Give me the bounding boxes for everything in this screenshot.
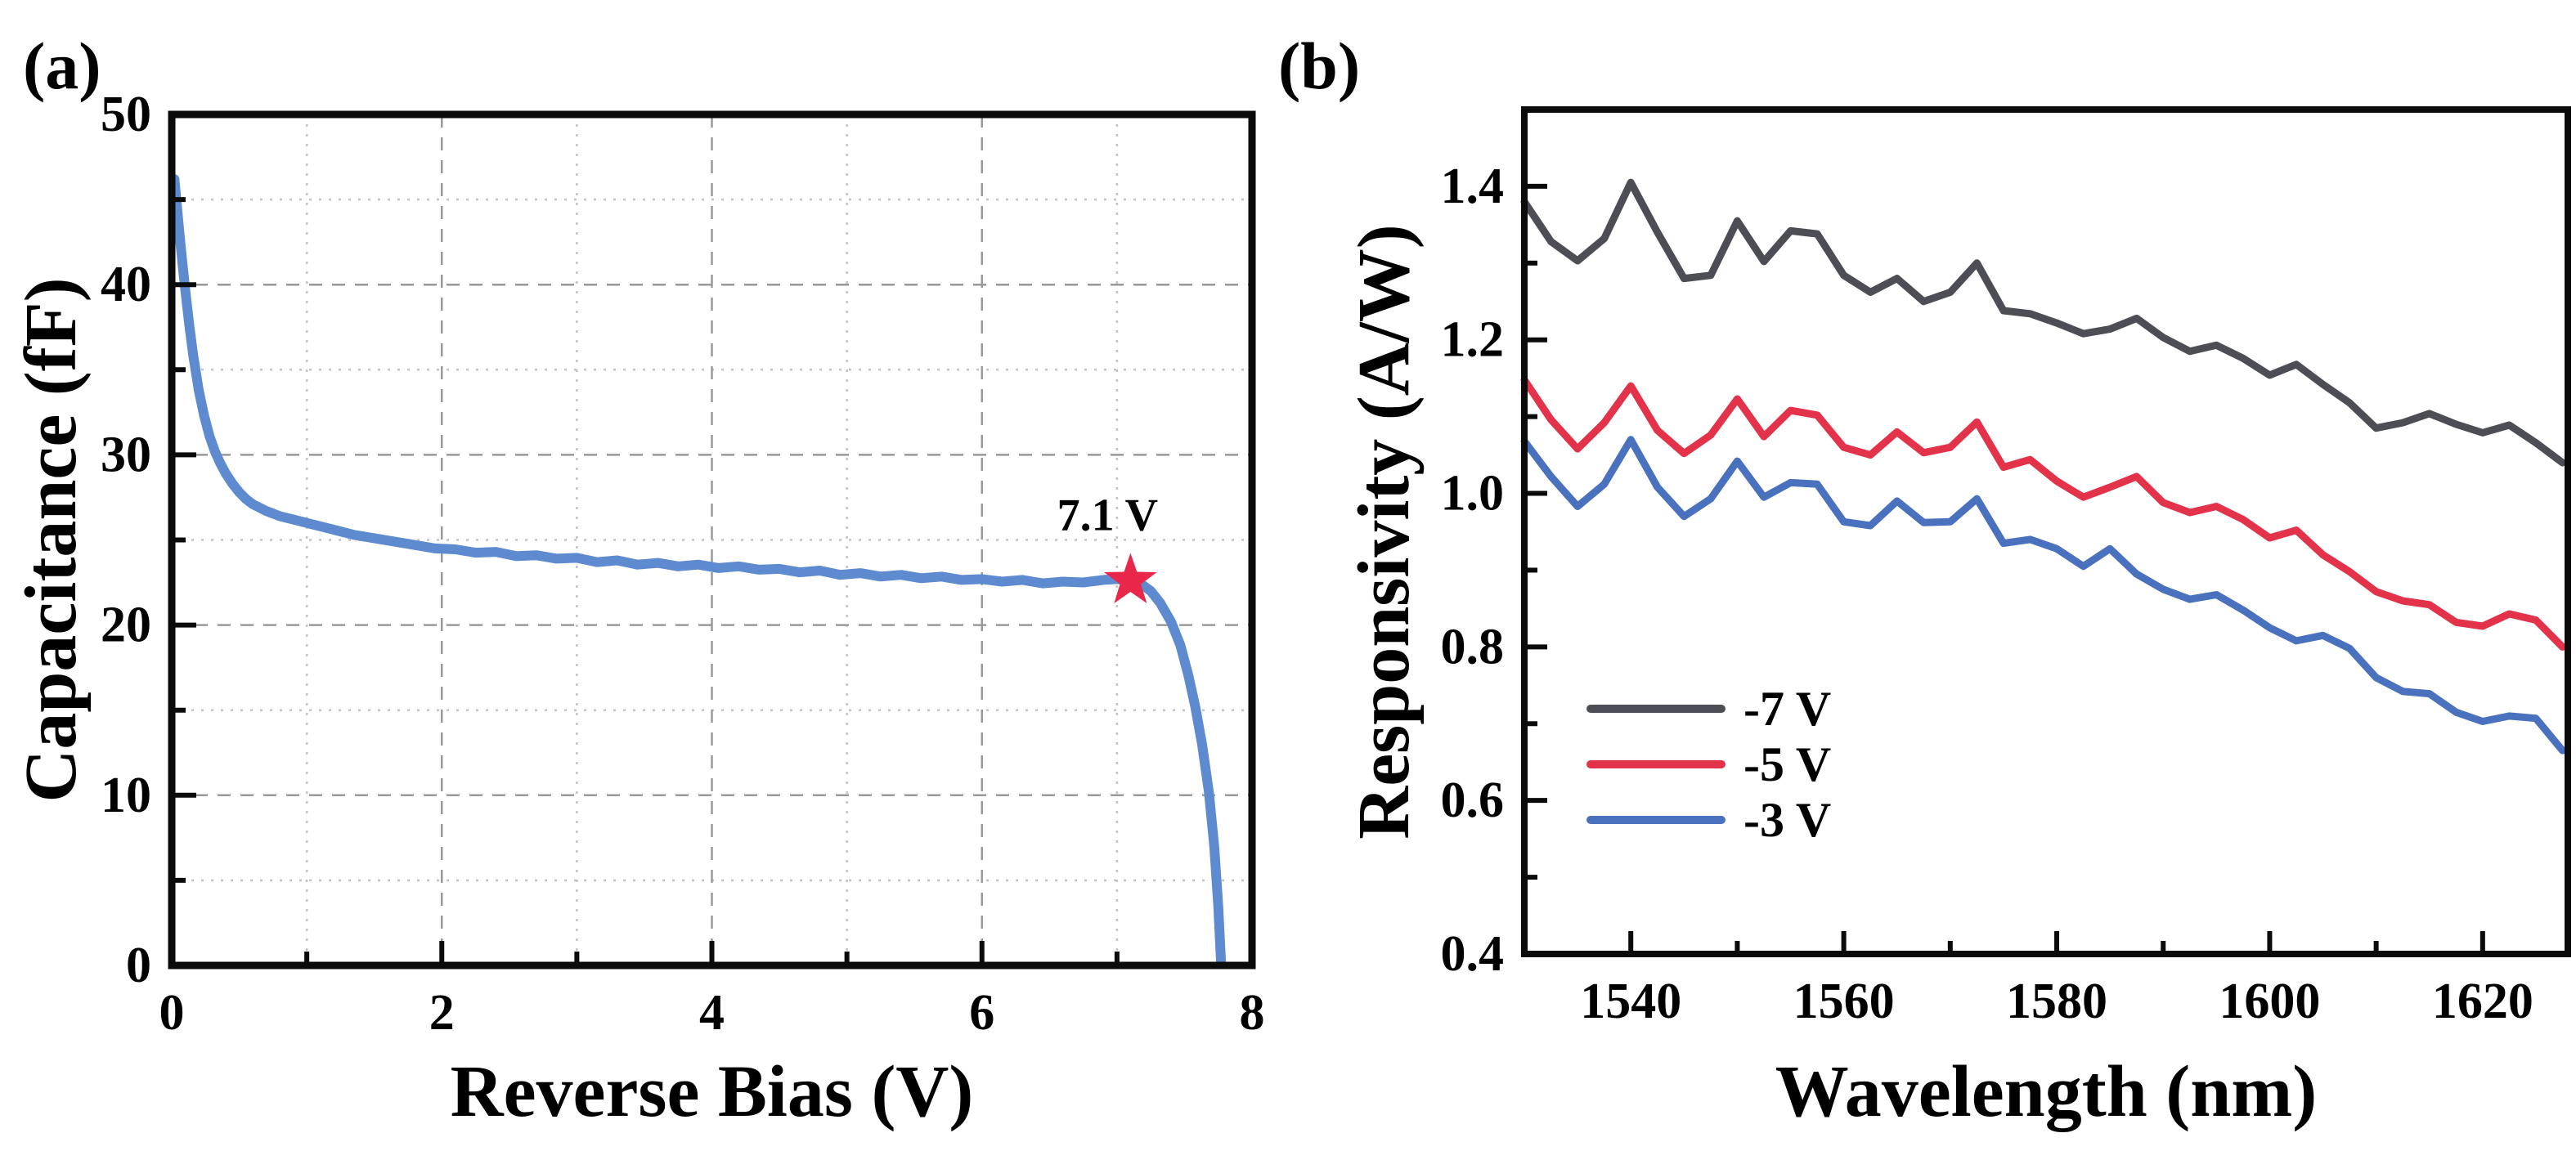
panel-a-capacitance-chart: 7.1 V 0 2 4 6 8 0 10 20 30 40 50 Reverse Bias (V) Cap… — [11, 29, 1265, 1132]
x-tick-label: 1540 — [1580, 974, 1681, 1029]
x-tick-label: 1560 — [1793, 974, 1895, 1029]
y-tick-label: 30 — [101, 427, 151, 482]
x-tick-label: 1600 — [2219, 974, 2320, 1029]
legend-label: -5 V — [1744, 737, 1831, 791]
star-marker — [1104, 553, 1157, 603]
y-tick-label: 0.4 — [1441, 926, 1505, 982]
y-tick-label: 1.4 — [1441, 159, 1505, 214]
x-tick-label: 1580 — [2006, 974, 2107, 1029]
axes-spines — [1521, 106, 2571, 957]
x-tick-label: 4 — [699, 985, 725, 1041]
x-tick-label: 1620 — [2432, 974, 2533, 1029]
panel-b-responsivity-chart: 1540 1560 1580 1600 1620 0.4 0.6 0.8 1.0 1.2 1.4 Wa… — [1278, 29, 2571, 1132]
data-curve--3-v — [1520, 436, 2566, 755]
legend-label: -7 V — [1744, 682, 1831, 736]
data-curve--7-v — [1520, 178, 2566, 467]
panel-letter: (b) — [1278, 29, 1360, 103]
axis-ticks — [1524, 183, 2485, 956]
data-curve-c-v-curve — [169, 174, 1226, 965]
y-axis-title: Responsivity (A/W) — [1344, 224, 1425, 840]
x-axis-title: Reverse Bias (V) — [451, 1051, 974, 1132]
panel-letter: (a) — [23, 29, 101, 103]
grid-lines — [172, 114, 1252, 965]
axis-ticks — [169, 112, 1254, 968]
legend-label: -3 V — [1744, 793, 1831, 847]
x-tick-label: 0 — [159, 985, 185, 1041]
y-tick-label: 40 — [101, 257, 151, 312]
data-curve--5-v — [1520, 376, 2566, 651]
y-tick-label: 50 — [101, 87, 151, 142]
y-tick-label: 20 — [101, 598, 151, 653]
y-tick-label: 1.2 — [1441, 312, 1505, 368]
x-tick-label: 6 — [969, 985, 994, 1041]
annotation-label: 7.1 V — [1057, 490, 1158, 540]
y-tick-label: 0.6 — [1441, 773, 1505, 828]
y-tick-label: 0.8 — [1441, 619, 1505, 674]
x-tick-label: 2 — [429, 985, 455, 1041]
x-tick-label: 8 — [1240, 985, 1265, 1041]
x-axis-title: Wavelength (nm) — [1775, 1051, 2317, 1132]
y-tick-label: 0 — [126, 938, 151, 993]
y-tick-label: 10 — [101, 768, 151, 823]
y-tick-label: 1.0 — [1441, 466, 1505, 522]
y-axis-title: Capacitance (fF) — [11, 277, 92, 802]
legend: -7 V-5 V-3 V — [1586, 682, 1831, 847]
